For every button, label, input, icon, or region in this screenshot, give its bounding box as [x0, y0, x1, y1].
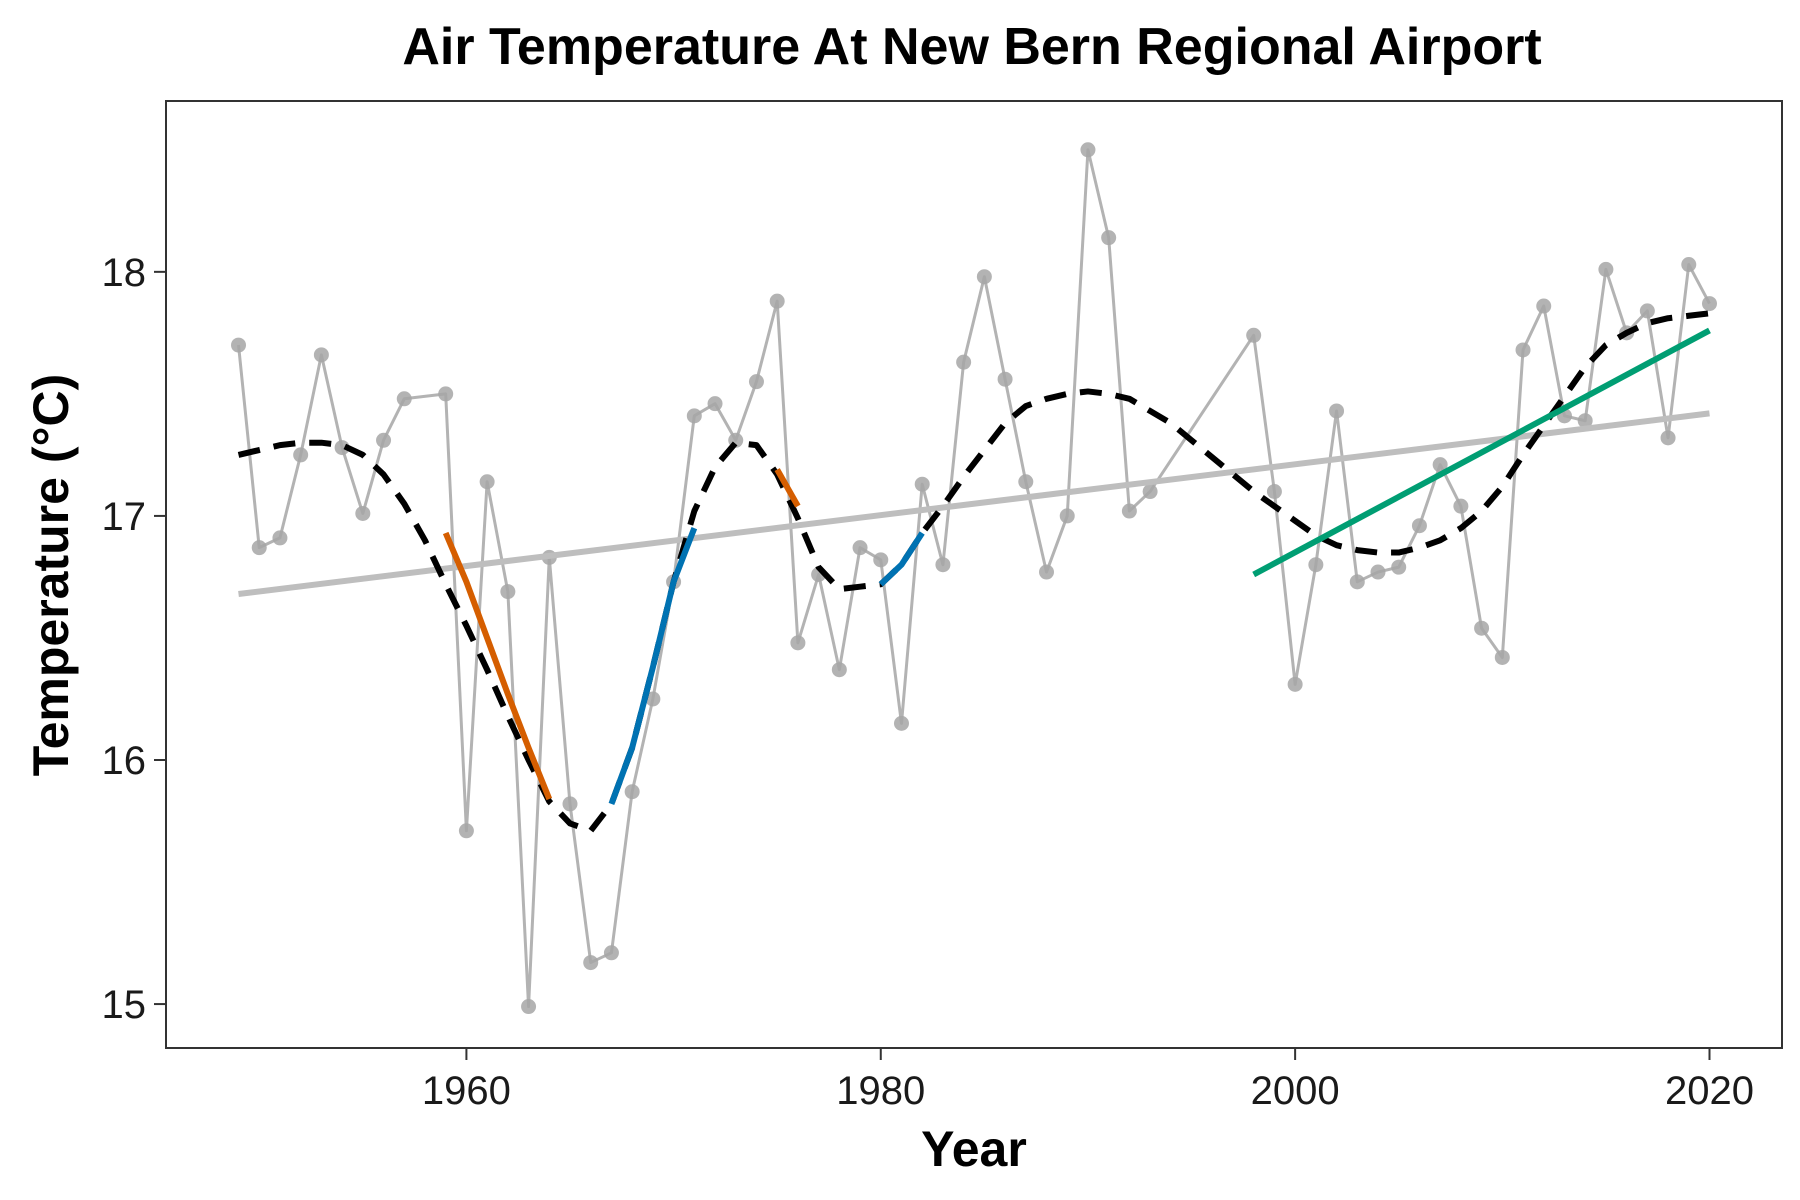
y-tick-label: 15	[102, 983, 147, 1027]
plot-panel	[165, 100, 1783, 1049]
data-point	[686, 408, 702, 424]
data-point	[1059, 508, 1075, 524]
y-tick-label: 16	[102, 739, 147, 783]
data-point	[1453, 498, 1469, 514]
series-line-5	[774, 468, 801, 508]
data-point	[1598, 261, 1614, 277]
series-line-1	[238, 410, 1710, 598]
y-tick-label: 18	[102, 251, 147, 295]
y-axis: 15 16 17 18	[102, 251, 166, 1027]
data-point	[355, 505, 371, 521]
data-point	[831, 662, 847, 678]
data-point	[1660, 430, 1676, 446]
data-point	[1474, 620, 1490, 636]
data-point	[1246, 327, 1262, 343]
series-line-2	[237, 310, 1710, 834]
data-point	[1577, 413, 1593, 429]
series-line-3	[442, 531, 553, 801]
data-point	[251, 540, 267, 556]
data-point	[583, 955, 599, 971]
data-point	[707, 396, 723, 412]
x-tick-label: 1980	[836, 1069, 925, 1113]
x-axis-title: Year	[921, 1121, 1027, 1177]
data-point	[873, 552, 889, 568]
data-point	[1080, 142, 1096, 158]
data-point	[1349, 574, 1365, 590]
data-point	[748, 374, 764, 390]
data-point	[1329, 403, 1345, 419]
data-point	[313, 347, 329, 363]
data-point	[914, 476, 930, 492]
data-point	[1536, 298, 1552, 314]
data-point	[624, 784, 640, 800]
data-point	[1121, 503, 1137, 519]
series-line-6	[878, 531, 925, 587]
data-point	[1494, 649, 1510, 665]
data-point	[976, 269, 992, 285]
data-point	[645, 691, 661, 707]
data-point	[396, 391, 412, 407]
data-point	[852, 540, 868, 556]
data-point	[603, 945, 619, 961]
x-axis: 1960 1980 2000 2020	[422, 1048, 1754, 1113]
data-point	[1039, 564, 1055, 580]
data-point	[1515, 342, 1531, 358]
data-point	[521, 999, 537, 1015]
data-point	[997, 371, 1013, 387]
y-axis-title: Temperature (°C)	[23, 374, 79, 776]
series-line-4	[608, 527, 698, 805]
data-point	[231, 337, 247, 353]
data-point	[334, 440, 350, 456]
data-point	[1681, 257, 1697, 273]
data-point	[1018, 474, 1034, 490]
x-tick-label: 2020	[1665, 1069, 1754, 1113]
data-point	[935, 557, 951, 573]
data-point	[1391, 559, 1407, 575]
data-point	[956, 354, 972, 370]
data-point	[1639, 303, 1655, 319]
data-point	[1266, 484, 1282, 500]
data-point	[769, 293, 785, 309]
data-point	[1432, 457, 1448, 473]
series-line-7	[1252, 327, 1711, 578]
data-point	[562, 796, 578, 812]
data-point	[1308, 557, 1324, 573]
plot-layer	[231, 142, 1717, 1015]
data-point	[1101, 230, 1117, 246]
data-point	[500, 584, 516, 600]
data-point	[438, 386, 454, 402]
data-point	[1701, 296, 1717, 312]
x-tick-label: 1960	[422, 1069, 511, 1113]
data-point	[1142, 484, 1158, 500]
chart-title: Air Temperature At New Bern Regional Air…	[402, 18, 1541, 76]
data-point	[458, 823, 474, 839]
data-point	[1370, 564, 1386, 580]
data-point	[790, 635, 806, 651]
data-point	[479, 474, 495, 490]
x-tick-label: 2000	[1251, 1069, 1340, 1113]
y-tick-label: 17	[102, 495, 147, 539]
data-point	[272, 530, 288, 546]
data-point	[1411, 518, 1427, 534]
data-point	[893, 715, 909, 731]
data-point	[376, 432, 392, 448]
data-point	[293, 447, 309, 463]
data-point	[1287, 676, 1303, 692]
